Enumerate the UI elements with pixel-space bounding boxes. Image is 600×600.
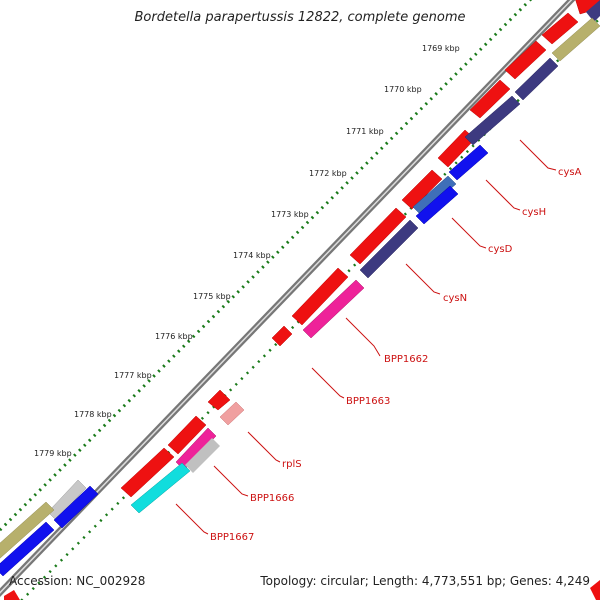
- kbp-label: 1778 kbp: [74, 410, 112, 419]
- kbp-label: 1776 kbp: [155, 332, 193, 341]
- map-title: Bordetella parapertussis 12822, complete…: [134, 10, 466, 25]
- gene-feature[interactable]: [504, 40, 547, 80]
- gene-feature[interactable]: [0, 501, 55, 560]
- gene-feature[interactable]: [47, 479, 87, 521]
- kbp-label: 1775 kbp: [193, 292, 231, 301]
- gene-label-BPP1666[interactable]: BPP1666: [250, 493, 294, 504]
- gene-feature[interactable]: [401, 169, 443, 210]
- gene-feature[interactable]: [514, 57, 559, 101]
- gene-label-cysH[interactable]: cysH: [522, 207, 546, 218]
- gene-feature[interactable]: [415, 185, 459, 225]
- gene-feature[interactable]: [349, 207, 407, 265]
- gene-feature[interactable]: [464, 95, 521, 146]
- gene-feature[interactable]: [590, 580, 600, 600]
- gene-feature[interactable]: [469, 79, 511, 119]
- gene-leader-lines: [175, 139, 557, 535]
- kbp-label: 1769 kbp: [422, 44, 460, 53]
- gene-feature[interactable]: [412, 175, 457, 216]
- gene-feature[interactable]: [167, 415, 207, 455]
- gene-feature[interactable]: [586, 0, 600, 22]
- gene-feature[interactable]: [575, 0, 600, 15]
- gene-feature[interactable]: [448, 144, 489, 181]
- gene-feature[interactable]: [271, 325, 293, 347]
- gene-feature[interactable]: [302, 279, 365, 339]
- gene-label-BPP1663[interactable]: BPP1663: [346, 396, 390, 407]
- genome-stats-text: Topology: circular; Length: 4,773,551 bp…: [260, 574, 590, 588]
- gene-label-cysA[interactable]: cysA: [558, 167, 582, 178]
- kbp-label: 1777 kbp: [114, 371, 152, 380]
- gene-feature[interactable]: [4, 590, 20, 600]
- gene-feature[interactable]: [359, 219, 419, 279]
- gene-feature[interactable]: [185, 438, 220, 473]
- gene-label-rplS[interactable]: rplS: [282, 459, 302, 470]
- gene-labels: cysA cysH cysD cysN BPP1662 BPP1663 rplS…: [210, 167, 582, 543]
- gene-label-BPP1667[interactable]: BPP1667: [210, 532, 254, 543]
- gene-feature[interactable]: [541, 12, 579, 45]
- gene-feature[interactable]: [207, 389, 231, 411]
- kbp-label: 1770 kbp: [384, 85, 422, 94]
- gene-feature[interactable]: [551, 17, 600, 62]
- kbp-label: 1773 kbp: [271, 210, 309, 219]
- kbp-label: 1774 kbp: [233, 251, 271, 260]
- inner-ruler: [20, 16, 600, 600]
- accession-text: Accession: NC_002928: [9, 574, 146, 588]
- gene-label-cysN[interactable]: cysN: [443, 293, 467, 304]
- kbp-label: 1771 kbp: [346, 127, 384, 136]
- kbp-label: 1772 kbp: [309, 169, 347, 178]
- gene-feature[interactable]: [120, 447, 175, 498]
- gene-label-cysD[interactable]: cysD: [488, 244, 513, 255]
- gene-feature[interactable]: [0, 521, 55, 577]
- gene-feature[interactable]: [291, 267, 349, 326]
- gene-label-BPP1662[interactable]: BPP1662: [384, 354, 428, 365]
- kbp-labels: 1769 kbp 1770 kbp 1771 kbp 1772 kbp 1773…: [34, 44, 460, 458]
- gene-feature[interactable]: [130, 462, 191, 514]
- outer-ruler: [0, 0, 533, 533]
- gene-feature[interactable]: [219, 401, 245, 426]
- kbp-label: 1779 kbp: [34, 449, 72, 458]
- gene-feature[interactable]: [53, 485, 99, 529]
